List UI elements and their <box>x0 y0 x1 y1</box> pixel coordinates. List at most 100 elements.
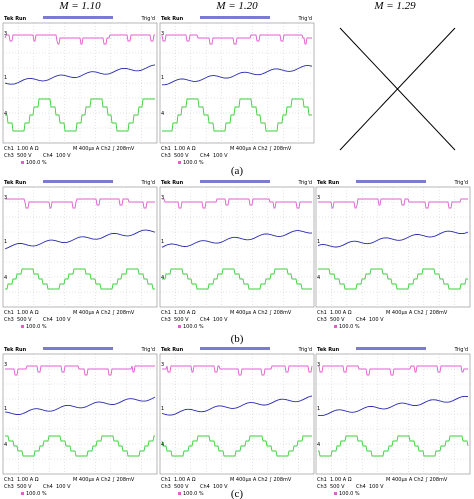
column-label: M = 1.20 <box>215 0 258 12</box>
status: 500 V <box>17 484 32 490</box>
scope-header: Tek Run <box>4 16 27 22</box>
status: Ch3 <box>4 153 14 159</box>
waveform <box>161 34 312 45</box>
waveform <box>4 229 156 250</box>
status: 100.0 % <box>183 324 204 330</box>
status: Ch3 <box>317 484 327 490</box>
status: 100.0 % <box>26 160 47 166</box>
status: Ch4 <box>200 484 210 490</box>
channel-marker: 4 <box>4 442 7 448</box>
waveform <box>5 365 155 376</box>
status: 1.00 A Ω <box>17 477 39 483</box>
status: Ch3 <box>317 317 327 323</box>
status: Ch4 <box>43 153 53 159</box>
status: Ch3 <box>4 317 14 323</box>
waveform <box>161 230 313 248</box>
channel-marker: 1 <box>317 239 320 245</box>
status: 500 V <box>330 484 345 490</box>
scope-header: Trig'd <box>454 347 469 353</box>
channel-marker: 4 <box>161 442 164 448</box>
oscilloscope: Tek Run Trig'd 3 1 4 Ch1 1.00 A Ω M 400µs A Ch2… <box>315 347 471 497</box>
status: Ch1 <box>4 146 14 152</box>
channel-marker: 4 <box>161 111 164 117</box>
channel-marker: 3 <box>161 195 164 201</box>
channel-marker: 3 <box>4 195 7 201</box>
status: Ch3 <box>161 153 171 159</box>
waveform <box>5 435 155 457</box>
channel-marker: 1 <box>4 406 7 412</box>
panel-label: (c) <box>231 488 244 499</box>
waveform <box>161 65 313 86</box>
waveform <box>318 435 469 457</box>
channel-marker: 3 <box>4 31 7 37</box>
status: 100 V <box>213 153 228 159</box>
column-label: M = 1.10 <box>58 0 101 12</box>
status: 1.00 A Ω <box>174 146 196 152</box>
waveform <box>161 435 312 457</box>
waveform <box>161 395 313 416</box>
waveform <box>162 268 312 290</box>
status: 100.0 % <box>26 324 47 330</box>
status: 500 V <box>174 153 189 159</box>
oscilloscope: Tek Run Trig'd 3 1 4 Ch1 1.00 A Ω M 400µs A Ch2… <box>159 180 315 330</box>
percent-box <box>21 161 24 164</box>
waveform <box>5 198 155 209</box>
panel-label: (b) <box>231 333 244 345</box>
scope-header: Trig'd <box>141 16 156 22</box>
column-label: M = 1.29 <box>373 0 416 12</box>
waveform <box>318 365 468 376</box>
status: 100.0 % <box>183 491 204 497</box>
channel-marker: 1 <box>161 406 164 412</box>
oscilloscope: Tek Run Trig'd 3 1 4 Ch1 1.00 A Ω M 400µs A Ch2… <box>315 180 471 330</box>
trigger-bar <box>356 347 426 350</box>
status: 100 V <box>56 153 71 159</box>
channel-marker: 3 <box>161 31 164 37</box>
channel-marker: 1 <box>317 406 320 412</box>
oscilloscope: Tek Run Trig'd 3 1 4 Ch1 1.00 A Ω M 400µs A Ch2… <box>159 16 315 166</box>
status: Ch4 <box>356 484 366 490</box>
channel-marker: 1 <box>161 75 164 81</box>
status: 100 V <box>369 317 384 323</box>
status: 1.00 A Ω <box>330 310 352 316</box>
status: 500 V <box>174 317 189 323</box>
percent-box <box>21 492 24 495</box>
trigger-bar <box>43 16 113 19</box>
trigger-bar <box>200 16 270 19</box>
percent-box <box>178 325 181 328</box>
channel-marker: 4 <box>4 275 7 281</box>
waveform <box>5 98 155 132</box>
trigger-bar <box>43 180 113 183</box>
scope-header: Tek Run <box>161 347 184 353</box>
waveform <box>162 98 312 132</box>
scope-header: Tek Run <box>4 347 27 353</box>
oscilloscope: Tek Run Trig'd 3 1 4 Ch1 1.00 A Ω M 400µs A Ch2… <box>159 347 315 497</box>
trigger-bar <box>356 180 426 183</box>
scope-header: Tek Run <box>317 347 340 353</box>
scope-header: Trig'd <box>454 180 469 186</box>
waveform <box>4 64 156 85</box>
oscilloscope: Tek Run Trig'd 3 1 4 Ch1 1.00 A Ω M 400µs A Ch2… <box>2 180 158 330</box>
status: 1.00 A Ω <box>17 310 39 316</box>
status: M 400µs A Ch2 ∫ 208mV <box>386 477 448 483</box>
waveform <box>317 230 469 248</box>
channel-marker: 4 <box>161 275 164 281</box>
status: Ch1 <box>4 477 14 483</box>
percent-box <box>178 492 181 495</box>
scope-header: Trig'd <box>298 347 313 353</box>
status: 500 V <box>17 317 32 323</box>
status: M 400µs A Ch2 ∫ 208mV <box>230 146 292 152</box>
status: Ch3 <box>161 317 171 323</box>
status: Ch4 <box>356 317 366 323</box>
trigger-bar <box>200 180 270 183</box>
status: 100 V <box>56 484 71 490</box>
channel-marker: 3 <box>317 195 320 201</box>
scope-header: Trig'd <box>141 347 156 353</box>
status: 1.00 A Ω <box>330 477 352 483</box>
status: 100 V <box>213 317 228 323</box>
channel-marker: 4 <box>4 111 7 117</box>
scope-header: Tek Run <box>317 180 340 186</box>
scope-header: Tek Run <box>161 180 184 186</box>
channel-marker: 1 <box>161 239 164 245</box>
status: 100.0 % <box>26 491 47 497</box>
channel-marker: 4 <box>317 442 320 448</box>
